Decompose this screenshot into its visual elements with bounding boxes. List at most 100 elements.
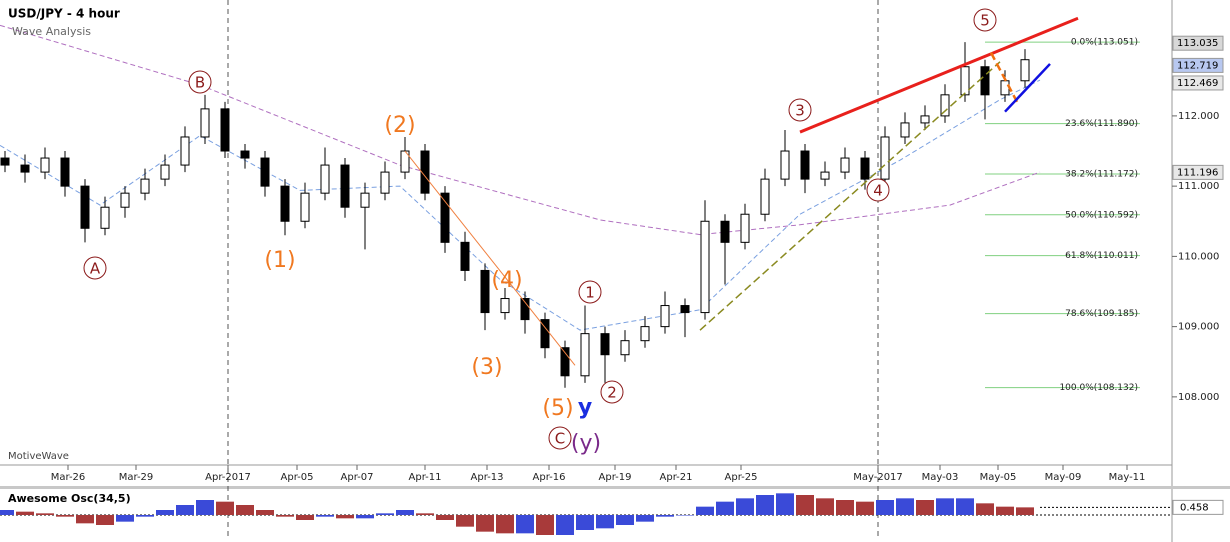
osc-bar (636, 515, 654, 522)
wave-label: 4 (873, 182, 883, 200)
candle-body (1020, 59, 1030, 82)
osc-bar (196, 500, 214, 515)
x-tick-label: Apr-05 (281, 472, 314, 483)
osc-tag (1172, 499, 1224, 515)
osc-bar (476, 515, 494, 532)
candle-body (920, 115, 930, 124)
candle-body (300, 192, 310, 222)
osc-bar (916, 500, 934, 515)
osc-bar (96, 515, 114, 525)
x-tick-label: Apr-13 (471, 472, 504, 483)
fib-label: 23.6%(111.890) (1065, 119, 1138, 129)
candle-body (40, 157, 50, 173)
wave-circle (83, 256, 107, 280)
candle-body (700, 220, 710, 314)
wave-label: 1 (585, 284, 595, 302)
watermark: MotiveWave (8, 451, 69, 462)
candle-body (480, 269, 490, 314)
price-tag-label: 111.196 (1177, 167, 1218, 178)
y-tick-label: 110.000 (1178, 251, 1219, 262)
candle-body (340, 164, 350, 208)
price-tag (1172, 57, 1224, 73)
candle-body (220, 108, 230, 152)
osc-bar (0, 510, 14, 515)
osc-bar (576, 515, 594, 530)
chart-title: USD/JPY - 4 hour (8, 7, 120, 21)
candle-body (80, 185, 90, 229)
wave-label: (5) (542, 396, 573, 421)
candle-body (280, 185, 290, 222)
osc-bar (896, 498, 914, 515)
candle-body (660, 305, 670, 328)
osc-bar (756, 495, 774, 515)
osc-bar (156, 510, 174, 515)
osc-bar (736, 498, 754, 515)
candle-body (540, 319, 550, 349)
osc-bar (716, 501, 734, 515)
candle-body (0, 157, 10, 166)
osc-bar (416, 513, 434, 515)
candle-body (680, 305, 690, 314)
trendline (799, 16, 1079, 134)
y-tick-label: 109.000 (1178, 322, 1219, 333)
wave-circle (548, 426, 572, 450)
price-tag (1172, 75, 1224, 91)
wave-circle (600, 380, 624, 404)
osc-bar (136, 515, 154, 517)
fib-label: 50.0%(110.592) (1065, 210, 1138, 220)
osc-bar (816, 498, 834, 515)
candle-body (520, 298, 530, 321)
osc-bar (296, 515, 314, 520)
osc-bar (516, 515, 534, 534)
osc-title: Awesome Osc(34,5) (8, 492, 131, 505)
osc-bar (276, 515, 294, 517)
osc-bar (656, 515, 674, 517)
osc-bar (796, 495, 814, 515)
x-tick-label: Apr-11 (409, 472, 442, 483)
x-tick-label: May-11 (1109, 472, 1146, 483)
candle-body (440, 192, 450, 243)
candle-body (360, 192, 370, 208)
trendline (404, 150, 576, 366)
osc-bar (836, 500, 854, 515)
osc-bar (396, 510, 414, 515)
osc-tick-label: 0.458 (1180, 502, 1209, 513)
candle-body (500, 298, 510, 314)
fib-label: 100.0%(108.132) (1059, 383, 1138, 393)
candle-body (960, 66, 970, 96)
osc-bar (336, 515, 354, 519)
wave-label: (2) (384, 113, 415, 138)
osc-bar (956, 498, 974, 515)
osc-bar (856, 501, 874, 515)
osc-bar (976, 503, 994, 515)
candle-body (840, 157, 850, 173)
osc-bar (596, 515, 614, 529)
wave-label: C (555, 430, 565, 448)
candle-body (600, 333, 610, 356)
candle-body (260, 157, 270, 187)
candle-body (200, 108, 210, 138)
candle-body (640, 326, 650, 342)
candle-body (180, 136, 190, 166)
trendline (1004, 63, 1051, 113)
y-tick-label: 111.000 (1178, 181, 1219, 192)
fib-label: 78.6%(109.185) (1065, 309, 1138, 319)
wave-label: y (578, 395, 592, 420)
osc-bar (16, 511, 34, 515)
x-tick-label: May-2017 (853, 472, 903, 483)
candle-body (780, 150, 790, 180)
osc-bar (616, 515, 634, 525)
osc-bar (36, 513, 54, 515)
x-tick-label: Apr-16 (533, 472, 566, 483)
osc-bar (76, 515, 94, 524)
candle-body (880, 136, 890, 180)
wave-label: (y) (571, 431, 601, 456)
candle-body (60, 157, 70, 187)
candle-body (580, 333, 590, 377)
candle-body (140, 178, 150, 194)
moving-average (0, 24, 1041, 236)
price-tag-label: 112.469 (1177, 78, 1218, 89)
panel-divider (0, 486, 1230, 489)
osc-bar (256, 510, 274, 515)
